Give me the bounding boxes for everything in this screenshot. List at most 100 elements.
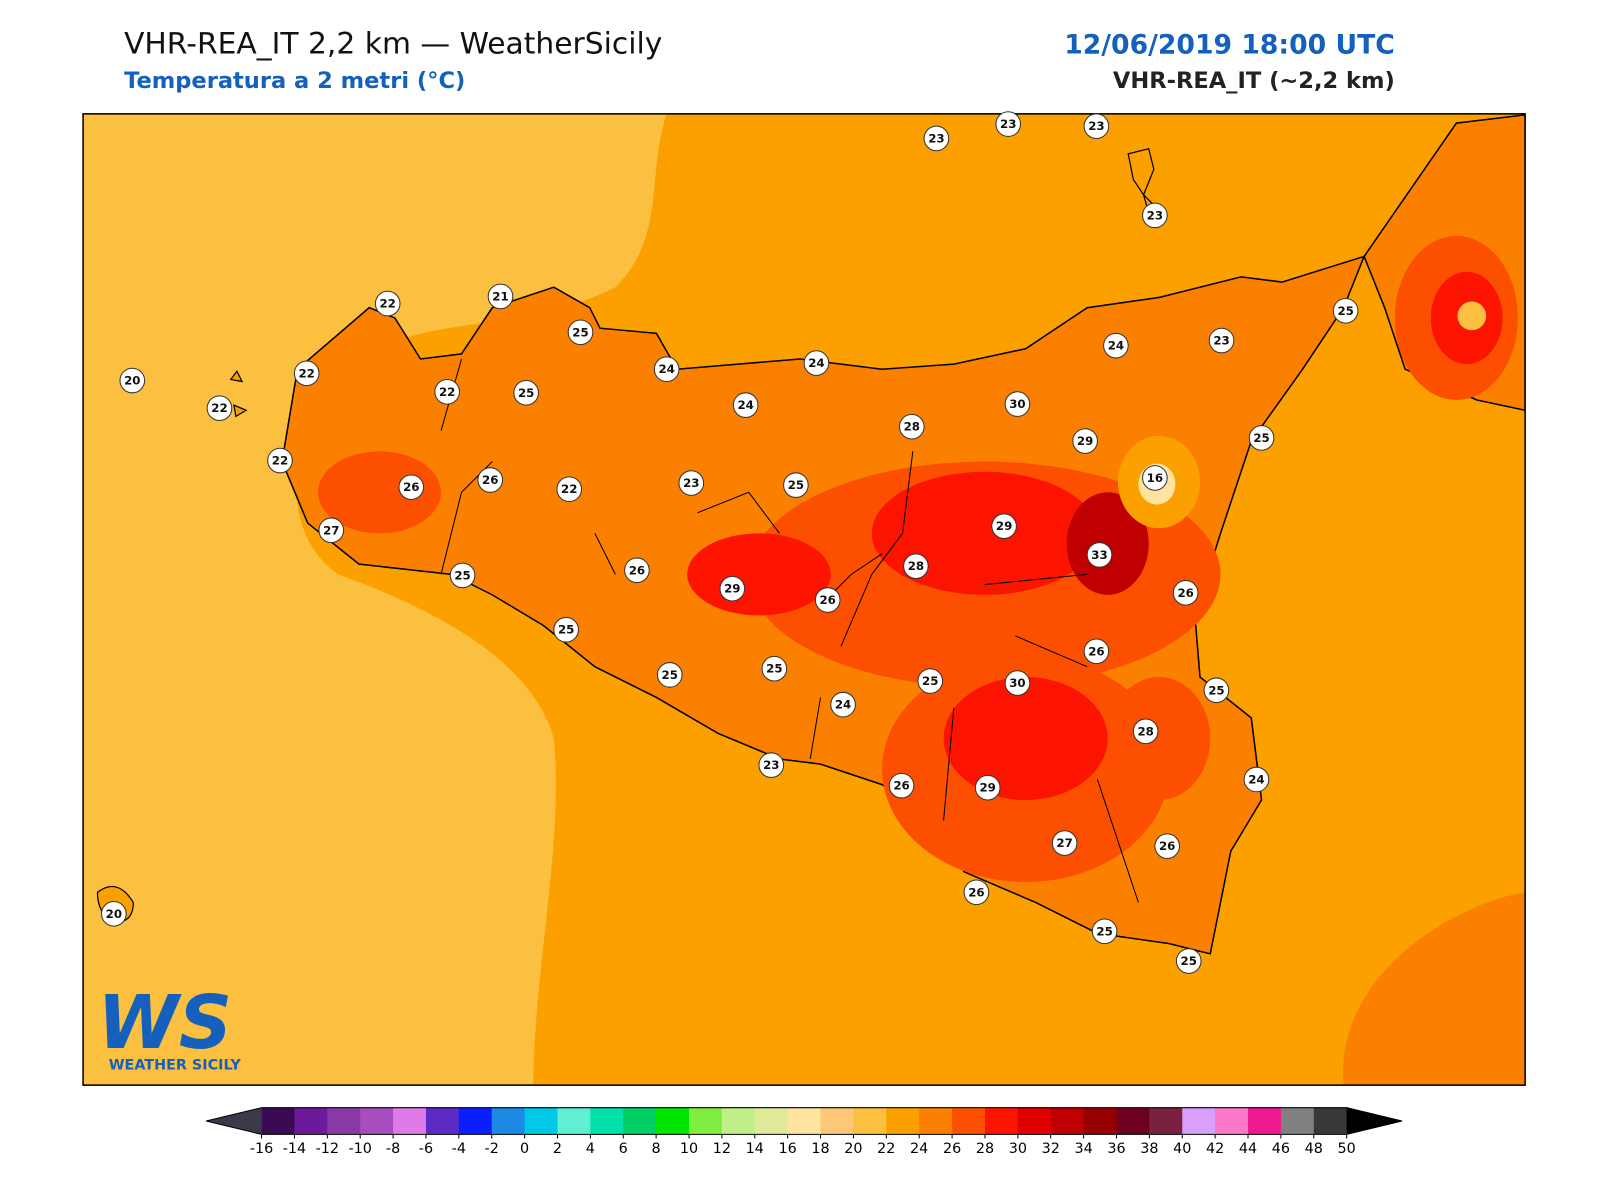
station: 24 — [732, 392, 759, 418]
station-value: 27 — [323, 523, 339, 537]
station-value: 26 — [482, 473, 498, 487]
station-marker — [1086, 542, 1113, 568]
station-marker — [758, 752, 785, 778]
colorbar-tick-label: -10 — [348, 1141, 371, 1157]
station: 22 — [267, 447, 293, 474]
station-value: 25 — [518, 386, 534, 400]
station-marker — [1248, 425, 1275, 451]
station-marker — [1072, 428, 1098, 454]
map — [83, 113, 1526, 1086]
station-marker — [732, 392, 759, 418]
station-value: 26 — [1159, 839, 1175, 853]
station-value: 26 — [629, 563, 645, 577]
station-marker — [903, 553, 929, 579]
colorbar-bin — [656, 1107, 690, 1135]
station: 23 — [995, 111, 1022, 137]
colorbar-bin — [327, 1107, 361, 1135]
colorbar-tick-label: 50 — [1338, 1141, 1356, 1157]
mountain-area — [1457, 301, 1487, 331]
station: 25 — [513, 379, 539, 406]
colorbar-tick-label: 34 — [1074, 1141, 1092, 1157]
station-marker — [553, 616, 579, 643]
station-value: 25 — [572, 325, 588, 339]
station-marker — [624, 557, 650, 584]
colorbar-bin — [1215, 1107, 1249, 1135]
station-marker — [1103, 332, 1129, 359]
station-marker — [803, 350, 830, 376]
station: 23 — [1208, 327, 1235, 354]
station: 26 — [477, 467, 504, 493]
station-value: 22 — [561, 482, 577, 496]
colorbar-bin — [491, 1107, 526, 1135]
station-marker — [267, 447, 293, 474]
colorbar-tick-label: 20 — [844, 1141, 862, 1157]
station: 30 — [1004, 391, 1031, 417]
station-value: 26 — [819, 593, 835, 607]
station: 26 — [1154, 833, 1180, 859]
station: 26 — [1172, 580, 1199, 606]
colorbar-tick-label: 32 — [1042, 1141, 1060, 1157]
station-marker — [830, 691, 856, 718]
station: 25 — [553, 616, 579, 643]
station-marker — [293, 360, 320, 387]
station: 33 — [1086, 542, 1113, 568]
station-value: 30 — [1009, 676, 1025, 690]
colorbar-bin — [590, 1107, 624, 1135]
station-marker — [513, 379, 539, 406]
colorbar-tick-label: -6 — [419, 1141, 433, 1157]
station: 21 — [487, 283, 514, 310]
station-value: 29 — [1077, 434, 1093, 448]
colorbar-bin — [952, 1107, 986, 1135]
station-marker — [974, 774, 1001, 801]
station: 23 — [1142, 202, 1168, 229]
colorbar-bin — [1050, 1107, 1085, 1135]
station-marker — [814, 587, 841, 613]
station: 30 — [1004, 670, 1031, 696]
station-value: 23 — [1000, 117, 1016, 131]
station-marker — [487, 283, 514, 310]
station: 28 — [1132, 718, 1159, 745]
station-marker — [917, 668, 944, 694]
colorbar-bin — [1083, 1107, 1118, 1135]
station-marker — [1208, 327, 1235, 354]
station: 20 — [119, 367, 146, 394]
station-value: 25 — [766, 662, 782, 676]
colorbar-tick-label: 0 — [520, 1141, 529, 1157]
station-value: 20 — [106, 907, 122, 921]
colorbar-tick-label: 28 — [976, 1141, 994, 1157]
logo-name: WEATHER SICILY — [109, 1058, 242, 1074]
colorbar-tick-label: 8 — [652, 1141, 661, 1157]
station: 25 — [567, 319, 594, 346]
colorbar-tick-label: 2 — [553, 1141, 562, 1157]
station: 26 — [963, 879, 990, 906]
station-value: 26 — [403, 480, 419, 494]
station: 28 — [903, 553, 929, 579]
station-marker — [1175, 948, 1202, 974]
station-value: 26 — [1177, 586, 1193, 600]
station-marker — [888, 772, 915, 799]
station-value: 28 — [1137, 724, 1153, 738]
station-marker — [477, 467, 504, 493]
colorbar-tick-label: 30 — [1009, 1141, 1027, 1157]
station: 29 — [991, 513, 1017, 539]
model: VHR-REA_IT (~2,2 km) — [1113, 68, 1395, 94]
station-marker — [318, 517, 345, 544]
station: 25 — [1203, 677, 1230, 704]
station-value: 25 — [1181, 954, 1197, 968]
colorbar-bin — [853, 1107, 887, 1135]
very-hot-area — [1066, 492, 1149, 595]
station-marker — [119, 367, 146, 394]
subtitle: Temperatura a 2 metri (°C) — [124, 68, 465, 94]
station-value: 26 — [1088, 644, 1104, 658]
station-marker — [995, 111, 1022, 137]
station-value: 24 — [835, 698, 851, 712]
station: 24 — [1103, 332, 1129, 359]
station: 22 — [293, 360, 320, 387]
station-value: 24 — [1108, 339, 1124, 353]
colorbar-bin — [623, 1107, 657, 1135]
station: 29 — [1072, 428, 1098, 454]
station-value: 22 — [211, 401, 227, 415]
station-marker — [449, 562, 476, 589]
station-marker — [963, 879, 990, 906]
